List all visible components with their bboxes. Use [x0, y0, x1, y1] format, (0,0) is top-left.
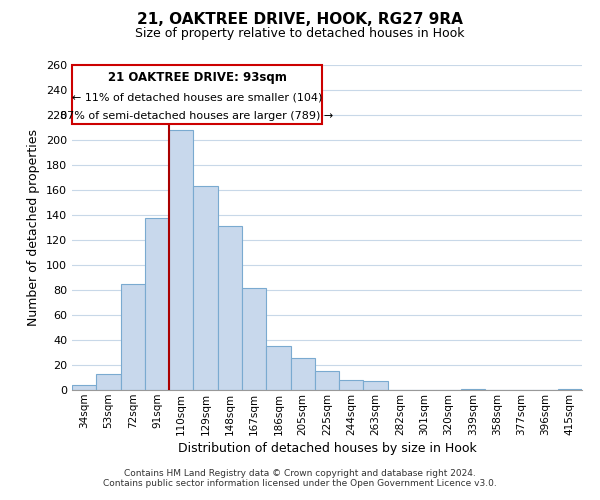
Bar [193, 186, 218, 390]
Bar [96, 374, 121, 390]
Text: Size of property relative to detached houses in Hook: Size of property relative to detached ho… [135, 28, 465, 40]
X-axis label: Distribution of detached houses by size in Hook: Distribution of detached houses by size … [178, 442, 476, 455]
FancyBboxPatch shape [72, 65, 322, 124]
Bar [364, 381, 388, 390]
Text: Contains public sector information licensed under the Open Government Licence v3: Contains public sector information licen… [103, 478, 497, 488]
Text: Contains HM Land Registry data © Crown copyright and database right 2024.: Contains HM Land Registry data © Crown c… [124, 468, 476, 477]
Bar [339, 380, 364, 390]
Bar [145, 218, 169, 390]
Text: ← 11% of detached houses are smaller (104): ← 11% of detached houses are smaller (10… [72, 92, 322, 102]
Text: 21, OAKTREE DRIVE, HOOK, RG27 9RA: 21, OAKTREE DRIVE, HOOK, RG27 9RA [137, 12, 463, 28]
Text: 87% of semi-detached houses are larger (789) →: 87% of semi-detached houses are larger (… [61, 112, 334, 122]
Bar [290, 358, 315, 390]
Y-axis label: Number of detached properties: Number of detached properties [28, 129, 40, 326]
Bar [169, 130, 193, 390]
Bar [218, 226, 242, 390]
Bar [121, 284, 145, 390]
Bar [558, 389, 582, 390]
Text: 21 OAKTREE DRIVE: 93sqm: 21 OAKTREE DRIVE: 93sqm [107, 72, 286, 85]
Bar [242, 288, 266, 390]
Bar [72, 385, 96, 390]
Bar [461, 389, 485, 390]
Bar [315, 371, 339, 390]
Bar [266, 346, 290, 390]
